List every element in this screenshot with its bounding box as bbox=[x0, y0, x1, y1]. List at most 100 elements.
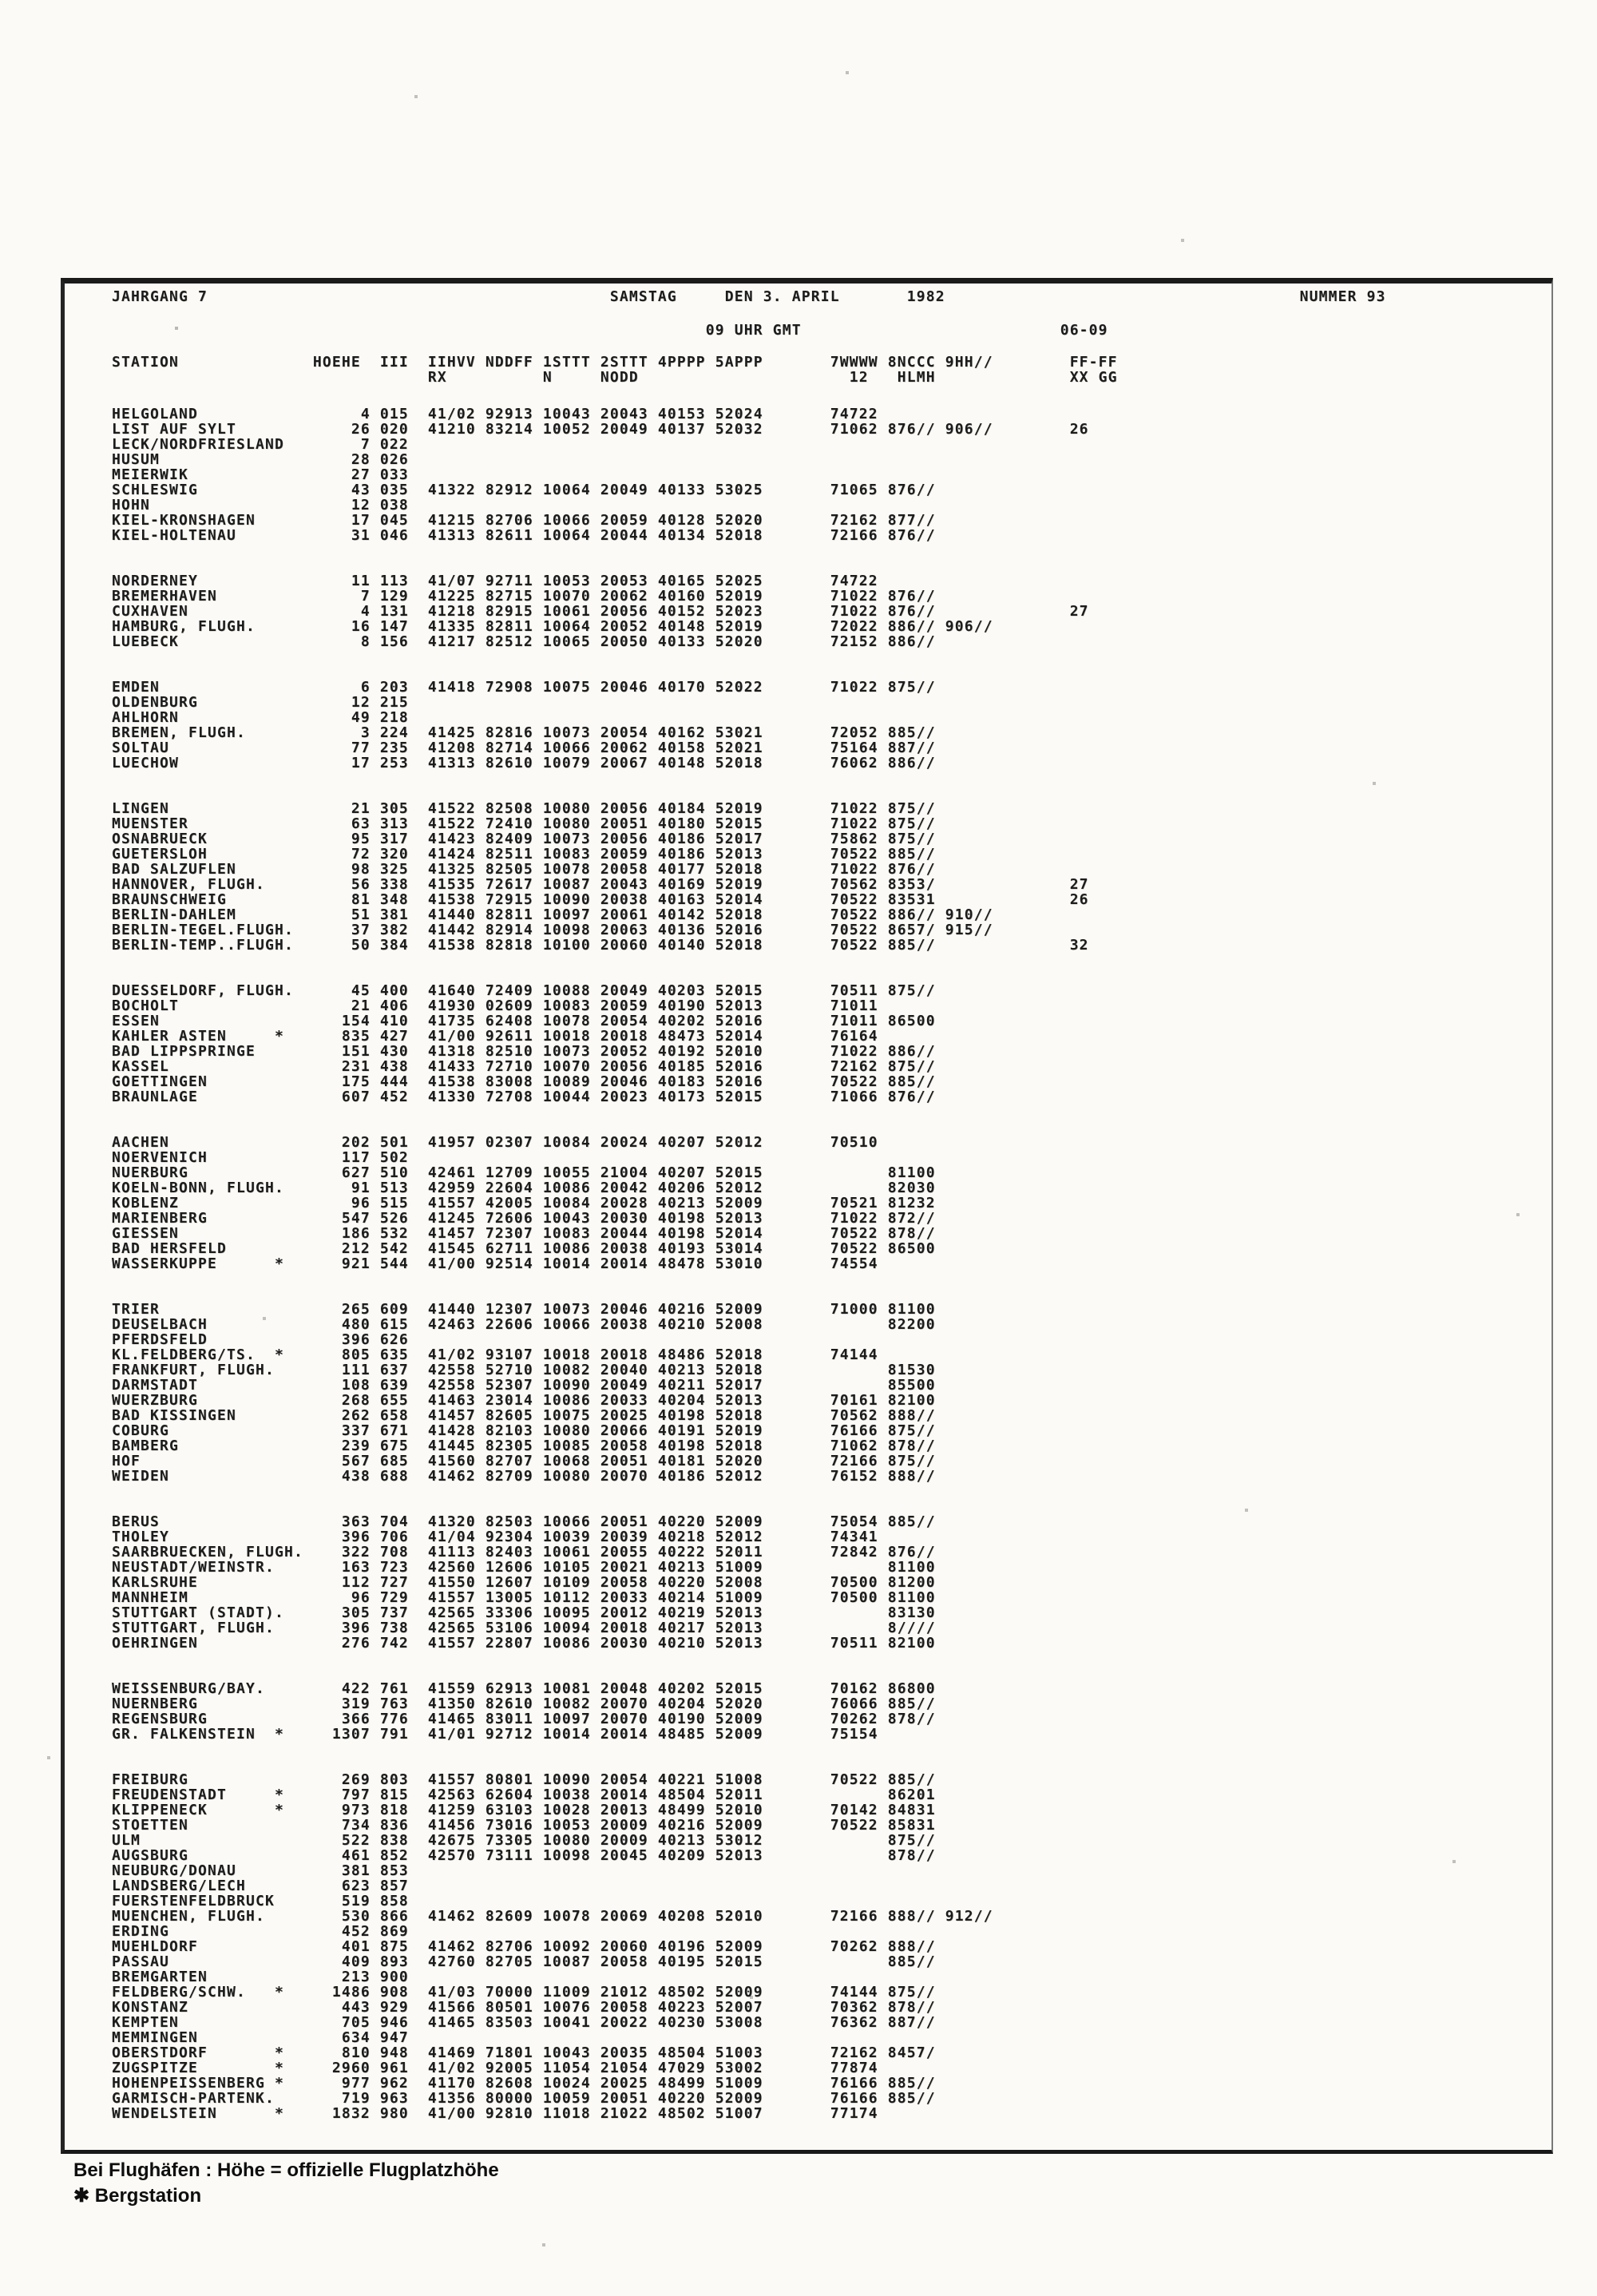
station-row: OLDENBURG 12 215 bbox=[112, 694, 409, 711]
station-row: LANDSBERG/LECH 623 857 bbox=[112, 1878, 409, 1894]
station-row: MEMMINGEN 634 947 bbox=[112, 2029, 409, 2046]
station-row: KIEL-HOLTENAU 31 046 41313 82611 10064 2… bbox=[112, 527, 936, 544]
station-row: HOHENPEISSENBERG * 977 962 41170 82608 1… bbox=[112, 2075, 936, 2092]
station-row: MEIERWIK 27 033 bbox=[112, 466, 409, 483]
blank-row bbox=[112, 771, 1089, 786]
station-row: HANNOVER, FLUGH. 56 338 41535 72617 1008… bbox=[112, 876, 1089, 893]
blank-row bbox=[112, 1742, 1089, 1757]
station-row: GIESSEN 186 532 41457 72307 10083 20044 … bbox=[112, 1225, 936, 1242]
station-row: FREIBURG 269 803 41557 80801 10090 20054… bbox=[112, 1771, 936, 1788]
station-row: SCHLESWIG 43 035 41322 82912 10064 20049… bbox=[112, 482, 936, 498]
station-row: HUSUM 28 026 bbox=[112, 451, 409, 468]
station-row: PFERDSFELD 396 626 bbox=[112, 1331, 409, 1348]
station-row: OBERSTDORF * 810 948 41469 71801 10043 2… bbox=[112, 2044, 936, 2061]
station-row: THOLEY 396 706 41/04 92304 10039 20039 4… bbox=[112, 1529, 878, 1545]
station-row: SOLTAU 77 235 41208 82714 10066 20062 40… bbox=[112, 740, 936, 756]
station-row: WEIDEN 438 688 41462 82709 10080 20070 4… bbox=[112, 1468, 936, 1485]
station-row: MUEHLDORF 401 875 41462 82706 10092 2006… bbox=[112, 1938, 936, 1955]
blank-row bbox=[112, 1499, 1089, 1514]
station-row: ERDING 452 869 bbox=[112, 1923, 409, 1940]
station-row: FREUDENSTADT * 797 815 42563 62604 10038… bbox=[112, 1786, 936, 1803]
station-row: FRANKFURT, FLUGH. 111 637 42558 52710 10… bbox=[112, 1362, 936, 1378]
station-row: HOF 567 685 41560 82707 10068 20051 4018… bbox=[112, 1453, 936, 1469]
footnote-bergstation-label: Bergstation bbox=[94, 2185, 202, 2207]
station-row: LUEBECK 8 156 41217 82512 10065 20050 40… bbox=[112, 633, 936, 650]
station-row: COBURG 337 671 41428 82103 10080 20066 4… bbox=[112, 1422, 936, 1439]
station-row: LIST AUF SYLT 26 020 41210 83214 10052 2… bbox=[112, 421, 1089, 438]
station-row: AHLHORN 49 218 bbox=[112, 709, 409, 726]
station-row: EMDEN 6 203 41418 72908 10075 20046 4017… bbox=[112, 679, 936, 696]
station-row: CUXHAVEN 4 131 41218 82915 10061 20056 4… bbox=[112, 603, 1089, 620]
station-row: BERLIN-TEGEL.FLUGH. 37 382 41442 82914 1… bbox=[112, 922, 993, 938]
station-row: WASSERKUPPE * 921 544 41/00 92514 10014 … bbox=[112, 1255, 878, 1272]
station-row: BERLIN-DAHLEM 51 381 41440 82811 10097 2… bbox=[112, 906, 993, 923]
table-column-headers: STATION HOEHE III IIHVV NDDFF 1STTT 2STT… bbox=[112, 354, 1118, 386]
station-row: FUERSTENFELDBRUCK 519 858 bbox=[112, 1893, 409, 1909]
station-row: BAD HERSFELD 212 542 41545 62711 10086 2… bbox=[112, 1240, 936, 1257]
station-row: NORDERNEY 11 113 41/07 92711 10053 20053… bbox=[112, 573, 878, 589]
blank-row bbox=[112, 1484, 1089, 1499]
station-row: BAD SALZUFLEN 98 325 41325 82505 10078 2… bbox=[112, 861, 936, 878]
station-row: KL.FELDBERG/TS. * 805 635 41/02 93107 10… bbox=[112, 1346, 878, 1363]
station-row: HOHN 12 038 bbox=[112, 497, 409, 514]
station-row: WUERZBURG 268 655 41463 23014 10086 2003… bbox=[112, 1392, 936, 1409]
blank-row bbox=[112, 1666, 1089, 1681]
station-row: BERUS 363 704 41320 82503 10066 20051 40… bbox=[112, 1513, 936, 1530]
station-row: NUERNBERG 319 763 41350 82610 10082 2007… bbox=[112, 1695, 936, 1712]
blank-row bbox=[112, 953, 1089, 968]
station-row: MUENCHEN, FLUGH. 530 866 41462 82609 100… bbox=[112, 1908, 993, 1925]
station-row: WENDELSTEIN * 1832 980 41/00 92810 11018… bbox=[112, 2105, 878, 2122]
station-row: GUETERSLOH 72 320 41424 82511 10083 2005… bbox=[112, 846, 936, 862]
station-row: DEUSELBACH 480 615 42463 22606 10066 200… bbox=[112, 1316, 936, 1333]
station-row: BREMERHAVEN 7 129 41225 82715 10070 2006… bbox=[112, 588, 936, 605]
station-row: BAD LIPPSPRINGE 151 430 41318 82510 1007… bbox=[112, 1043, 936, 1060]
station-row: NEUBURG/DONAU 381 853 bbox=[112, 1862, 409, 1879]
blank-row bbox=[112, 1120, 1089, 1135]
station-row: KASSEL 231 438 41433 72710 10070 20056 4… bbox=[112, 1058, 936, 1075]
table-border-frame bbox=[61, 278, 1553, 2154]
station-row: AACHEN 202 501 41957 02307 10084 20024 4… bbox=[112, 1134, 878, 1151]
station-row: PASSAU 409 893 42760 82705 10087 20058 4… bbox=[112, 1953, 936, 1970]
blank-row bbox=[112, 1271, 1089, 1287]
station-row: KLIPPENECK * 973 818 41259 63103 10028 2… bbox=[112, 1802, 936, 1818]
masthead: JAHRGANG 7 SAMSTAG DEN 3. APRIL 1982 NUM… bbox=[112, 288, 1386, 305]
blank-row bbox=[112, 558, 1089, 573]
station-row: ESSEN 154 410 41735 62408 10078 20054 40… bbox=[112, 1013, 936, 1029]
blank-row bbox=[112, 543, 1089, 558]
footer-note: Bei Flughäfen : Höhe = offizielle Flugpl… bbox=[73, 2158, 499, 2209]
scan-noise bbox=[0, 0, 2, 2]
station-row: KOBLENZ 96 515 41557 42005 10084 20028 4… bbox=[112, 1195, 936, 1211]
asterisk-icon: ✱ bbox=[73, 2185, 90, 2207]
station-row: BAD KISSINGEN 262 658 41457 82605 10075 … bbox=[112, 1407, 936, 1424]
station-row: BOCHOLT 21 406 41930 02609 10083 20059 4… bbox=[112, 997, 878, 1014]
station-row: NEUSTADT/WEINSTR. 163 723 42560 12606 10… bbox=[112, 1559, 936, 1576]
station-row: ZUGSPITZE * 2960 961 41/02 92005 11054 2… bbox=[112, 2060, 878, 2076]
station-row: HAMBURG, FLUGH. 16 147 41335 82811 10064… bbox=[112, 618, 993, 635]
station-row: BRAUNLAGE 607 452 41330 72708 10044 2002… bbox=[112, 1089, 936, 1105]
station-row: NOERVENICH 117 502 bbox=[112, 1149, 409, 1166]
station-row: MARIENBERG 547 526 41245 72606 10043 200… bbox=[112, 1210, 936, 1227]
footnote-flugplatzhoehe: Bei Flughäfen : Höhe = offizielle Flugpl… bbox=[73, 2159, 499, 2181]
station-row: KAHLER ASTEN * 835 427 41/00 92611 10018… bbox=[112, 1028, 878, 1045]
station-row: FELDBERG/SCHW. * 1486 908 41/03 70000 11… bbox=[112, 1984, 936, 2001]
weather-table: HELGOLAND 4 015 41/02 92913 10043 20043 … bbox=[112, 406, 1089, 2121]
blank-row bbox=[112, 649, 1089, 664]
station-row: BERLIN-TEMP..FLUGH. 50 384 41538 82818 1… bbox=[112, 937, 1089, 954]
station-row: DARMSTADT 108 639 42558 52307 10090 2004… bbox=[112, 1377, 936, 1394]
station-row: OEHRINGEN 276 742 41557 22807 10086 2003… bbox=[112, 1635, 936, 1652]
station-row: TRIER 265 609 41440 12307 10073 20046 40… bbox=[112, 1301, 936, 1318]
station-row: KARLSRUHE 112 727 41550 12607 10109 2005… bbox=[112, 1574, 936, 1591]
station-row: WEISSENBURG/BAY. 422 761 41559 62913 100… bbox=[112, 1680, 936, 1697]
station-row: BREMEN, FLUGH. 3 224 41425 82816 10073 2… bbox=[112, 724, 936, 741]
blank-row bbox=[112, 1104, 1089, 1120]
observation-time-line: 09 UHR GMT 06-09 bbox=[112, 322, 1108, 339]
station-row: MUENSTER 63 313 41522 72410 10080 20051 … bbox=[112, 815, 936, 832]
station-row: LUECHOW 17 253 41313 82610 10079 20067 4… bbox=[112, 755, 936, 771]
blank-row bbox=[112, 968, 1089, 983]
station-row: KEMPTEN 705 946 41465 83503 10041 20022 … bbox=[112, 2014, 936, 2031]
station-row: STUTTGART (STADT). 305 737 42565 33306 1… bbox=[112, 1604, 936, 1621]
station-row: KOELN-BONN, FLUGH. 91 513 42959 22604 10… bbox=[112, 1180, 936, 1196]
station-row: AUGSBURG 461 852 42570 73111 10098 20045… bbox=[112, 1847, 936, 1864]
station-row: KONSTANZ 443 929 41566 80501 10076 20058… bbox=[112, 1999, 936, 2016]
